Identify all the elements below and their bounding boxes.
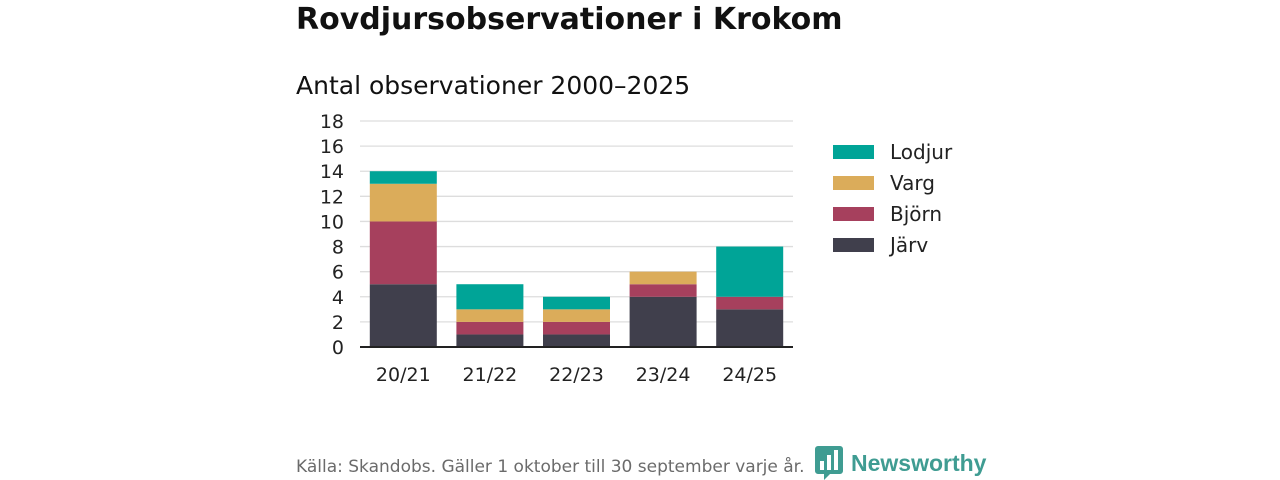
chart-subtitle: Antal observationer 2000–2025 bbox=[296, 71, 691, 100]
legend-swatch-björn bbox=[833, 207, 874, 221]
x-tick-label: 23/24 bbox=[636, 364, 691, 386]
bar-segment-lodjur bbox=[456, 284, 524, 310]
newsworthy-logo-icon bbox=[815, 446, 843, 480]
legend-swatch-varg bbox=[833, 176, 874, 190]
x-tick-label: 24/25 bbox=[722, 364, 777, 386]
y-tick-label: 0 bbox=[332, 337, 344, 359]
bar-segment-björn bbox=[456, 321, 524, 335]
bar-segment-lodjur bbox=[716, 246, 784, 297]
y-tick-label: 2 bbox=[332, 312, 344, 334]
bar-segment-björn bbox=[369, 221, 437, 285]
bar-segment-björn bbox=[629, 284, 697, 297]
y-tick-label: 4 bbox=[332, 287, 344, 309]
bar-segment-lodjur bbox=[369, 171, 437, 184]
bar-segment-järv bbox=[369, 284, 437, 347]
y-tick-label: 14 bbox=[320, 161, 344, 183]
legend-swatch-lodjur bbox=[833, 145, 874, 159]
bar-segment-järv bbox=[629, 296, 697, 347]
legend-label-varg: Varg bbox=[890, 171, 935, 195]
brand-name: Newsworthy bbox=[851, 449, 987, 476]
brand-logo: Newsworthy bbox=[815, 446, 986, 480]
y-tick-label: 16 bbox=[320, 136, 344, 158]
bar-segment-björn bbox=[716, 296, 784, 310]
bar-segment-björn bbox=[543, 321, 610, 335]
chart-title: Rovdjursobservationer i Krokom bbox=[296, 2, 843, 37]
bar-segment-järv bbox=[716, 309, 784, 347]
y-tick-label: 12 bbox=[320, 186, 344, 208]
y-tick-label: 10 bbox=[320, 211, 344, 233]
y-tick-label: 6 bbox=[332, 262, 344, 284]
x-tick-label: 22/23 bbox=[549, 364, 604, 386]
legend-label-björn: Björn bbox=[890, 202, 942, 226]
bar-segment-järv bbox=[543, 334, 610, 347]
bar-segment-järv bbox=[456, 334, 524, 347]
y-tick-label: 8 bbox=[332, 237, 344, 259]
x-tick-label: 20/21 bbox=[376, 364, 431, 386]
bar-segment-varg bbox=[629, 271, 697, 285]
legend-swatch-järv bbox=[833, 238, 874, 252]
bar-segment-varg bbox=[456, 309, 524, 322]
x-tick-label: 21/22 bbox=[463, 364, 518, 386]
y-tick-label: 18 bbox=[320, 111, 344, 133]
bar-segment-varg bbox=[543, 309, 610, 322]
legend-label-järv: Järv bbox=[888, 233, 928, 257]
legend-label-lodjur: Lodjur bbox=[890, 140, 953, 164]
bar-segment-varg bbox=[369, 183, 437, 222]
source-note: Källa: Skandobs. Gäller 1 oktober till 3… bbox=[296, 457, 805, 477]
bar-segment-lodjur bbox=[543, 296, 610, 310]
